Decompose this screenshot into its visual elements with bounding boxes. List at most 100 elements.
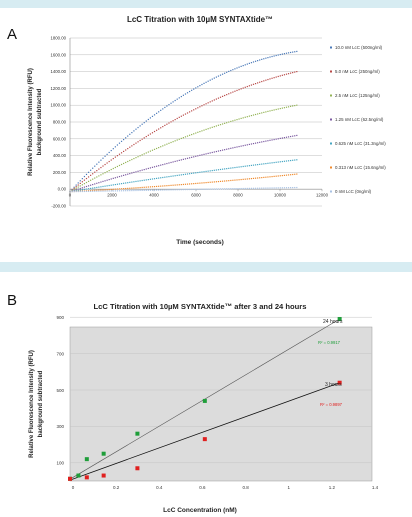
data-point bbox=[217, 150, 220, 152]
data-point bbox=[191, 172, 193, 175]
data-point bbox=[168, 142, 170, 144]
data-point bbox=[178, 116, 180, 118]
data-point bbox=[170, 102, 172, 104]
data-point bbox=[228, 93, 230, 95]
data-point bbox=[141, 179, 143, 182]
data-point bbox=[240, 117, 242, 120]
data-point bbox=[180, 184, 182, 186]
data-point bbox=[252, 114, 255, 116]
data-point bbox=[269, 78, 271, 80]
data-point bbox=[279, 187, 281, 189]
data-point bbox=[279, 75, 281, 77]
data-point bbox=[209, 152, 211, 154]
data-point bbox=[186, 173, 189, 175]
data-point bbox=[277, 175, 279, 177]
data-point bbox=[96, 186, 98, 189]
data-point bbox=[273, 77, 275, 79]
data-point bbox=[164, 176, 166, 178]
data-point bbox=[228, 180, 230, 182]
data-point bbox=[195, 87, 197, 89]
data-point bbox=[75, 189, 77, 191]
data-point bbox=[104, 185, 106, 187]
data-point bbox=[263, 140, 265, 143]
data-point bbox=[254, 187, 257, 189]
data-point bbox=[205, 128, 207, 131]
data-point bbox=[120, 188, 123, 190]
data-point bbox=[188, 188, 191, 191]
data-point bbox=[261, 177, 263, 179]
data-point bbox=[108, 188, 110, 191]
data-point bbox=[281, 107, 283, 109]
data-point bbox=[217, 75, 220, 77]
data-point bbox=[211, 151, 213, 154]
data-point bbox=[101, 473, 106, 478]
data-point bbox=[199, 171, 201, 173]
data-point bbox=[254, 142, 257, 144]
data-point bbox=[285, 73, 288, 75]
data-point bbox=[259, 141, 261, 143]
data-point bbox=[145, 135, 147, 138]
data-point bbox=[178, 184, 180, 186]
data-point bbox=[123, 188, 125, 190]
data-point bbox=[125, 161, 127, 164]
data-point bbox=[230, 179, 232, 182]
data-point bbox=[143, 186, 145, 188]
legend-marker bbox=[330, 142, 332, 145]
x-tick-label: 8000 bbox=[233, 193, 243, 198]
data-point bbox=[211, 100, 213, 102]
x-tick-label: 10000 bbox=[274, 193, 287, 198]
data-point bbox=[149, 117, 152, 119]
data-point bbox=[112, 148, 114, 150]
data-point bbox=[215, 150, 217, 153]
data-point bbox=[98, 168, 100, 170]
data-point bbox=[240, 88, 242, 90]
data-point bbox=[250, 177, 253, 180]
x-tick-label: 0.8 bbox=[242, 485, 249, 490]
data-point bbox=[106, 185, 108, 187]
data-point bbox=[118, 164, 121, 167]
data-point bbox=[242, 87, 244, 89]
data-point bbox=[149, 186, 152, 188]
data-point bbox=[151, 178, 154, 180]
r2-label-24h: R² = 0.9917 bbox=[318, 340, 341, 345]
data-point bbox=[145, 168, 147, 170]
data-point bbox=[230, 92, 232, 94]
data-point bbox=[193, 109, 195, 111]
data-point bbox=[174, 140, 176, 142]
data-point bbox=[172, 120, 174, 122]
data-point bbox=[160, 127, 162, 129]
data-point bbox=[110, 149, 112, 152]
data-point bbox=[287, 174, 290, 176]
data-point bbox=[271, 162, 273, 164]
data-point bbox=[100, 159, 102, 161]
data-point bbox=[98, 186, 100, 188]
data-point bbox=[182, 158, 184, 160]
data-point bbox=[219, 124, 222, 126]
data-point bbox=[259, 163, 261, 165]
data-point bbox=[125, 174, 127, 176]
data-point bbox=[191, 89, 193, 91]
data-point bbox=[151, 166, 154, 168]
data-point bbox=[100, 189, 102, 191]
data-point bbox=[162, 185, 164, 187]
data-point bbox=[170, 141, 172, 144]
data-point bbox=[162, 126, 164, 128]
data-point bbox=[106, 153, 108, 155]
data-point bbox=[193, 133, 195, 135]
data-point bbox=[277, 75, 279, 78]
data-point bbox=[201, 188, 203, 190]
data-point bbox=[292, 186, 294, 189]
data-point bbox=[96, 176, 98, 178]
data-point bbox=[139, 180, 141, 182]
data-point bbox=[151, 149, 154, 151]
data-point bbox=[139, 155, 141, 157]
data-point bbox=[114, 190, 116, 192]
data-point bbox=[110, 188, 112, 191]
data-point bbox=[90, 179, 92, 181]
data-point bbox=[211, 181, 213, 183]
y-tick-label: 1400.00 bbox=[50, 69, 66, 74]
data-point bbox=[94, 171, 96, 173]
data-point bbox=[151, 189, 154, 191]
y-tick-label: 1800.00 bbox=[50, 36, 66, 41]
data-point bbox=[104, 190, 106, 192]
